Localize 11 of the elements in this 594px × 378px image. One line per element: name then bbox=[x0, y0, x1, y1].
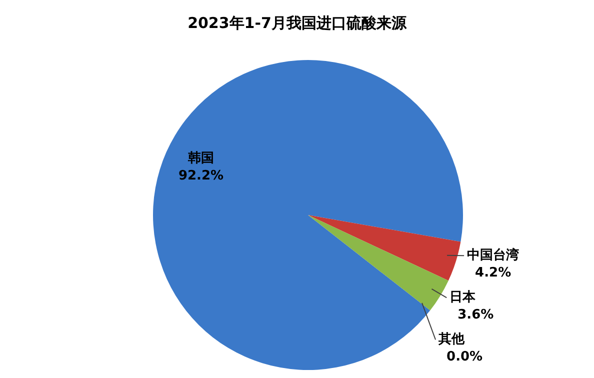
chart-title: 2023年1-7月我国进口硫酸来源 bbox=[186, 14, 408, 33]
category-label: 其他 bbox=[438, 332, 465, 348]
data-label: 92.2% bbox=[178, 168, 224, 184]
data-label: 4.2% bbox=[475, 266, 512, 281]
text: 0.0% bbox=[446, 350, 483, 365]
pie-slice bbox=[308, 215, 448, 310]
slice-label: 中国台湾 bbox=[467, 247, 520, 264]
slice-label: 日本 bbox=[450, 290, 477, 306]
data-label: 3.6% bbox=[458, 308, 494, 323]
pie-slice bbox=[308, 215, 461, 281]
slice-label: 韩国 bbox=[187, 151, 214, 166]
